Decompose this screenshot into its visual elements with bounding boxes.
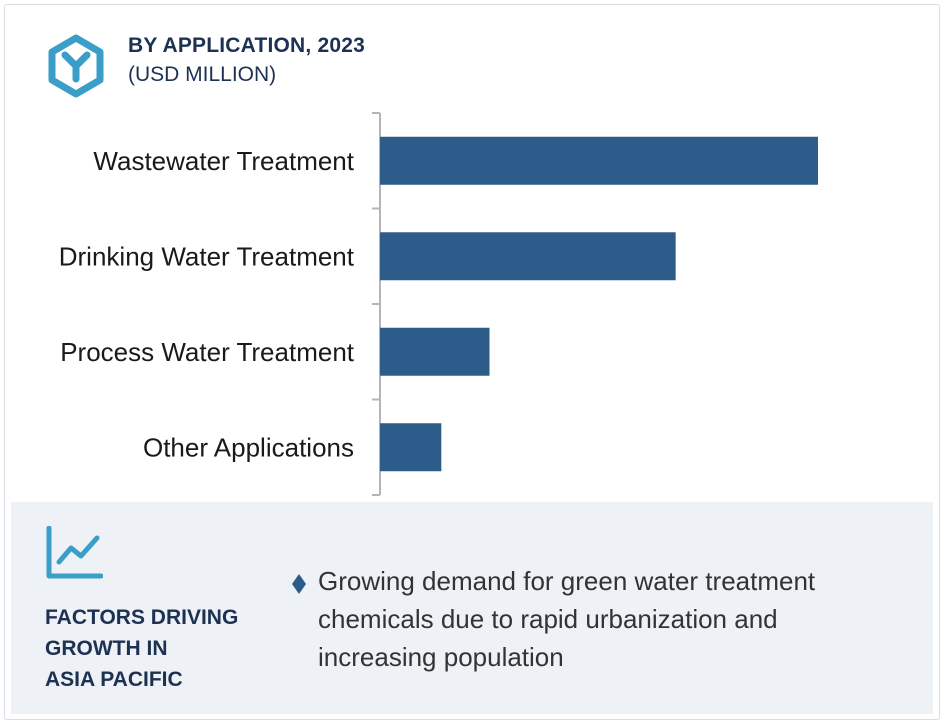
category-label-1: Drinking Water Treatment	[59, 241, 355, 271]
bar-2	[380, 327, 490, 376]
bar-chart: Wastewater Treatment Drinking Water Treat…	[59, 112, 818, 496]
chart-title: BY APPLICATION, 2023	[128, 34, 366, 57]
category-label-0: Wastewater Treatment	[93, 146, 354, 176]
factors-title-line-2: GROWTH IN	[45, 637, 168, 660]
category-label-3: Other Applications	[143, 432, 354, 462]
line-chart-trend-icon	[46, 526, 103, 579]
hexagon-y-logo-icon	[48, 34, 104, 98]
factors-title: FACTORS DRIVING GROWTH IN ASIA PACIFIC	[45, 602, 285, 695]
factors-title-line-1: FACTORS DRIVING	[45, 606, 239, 629]
diamond-bullet-icon	[292, 574, 306, 594]
bar-0	[380, 136, 818, 185]
factor-point: Growing demand for green water treatment…	[318, 566, 816, 672]
bar-1	[380, 232, 676, 281]
chart-subtitle: (USD MILLION)	[128, 63, 277, 86]
factors-title-line-3: ASIA PACIFIC	[45, 668, 183, 691]
bar-3	[380, 423, 442, 472]
infographic-card: BY APPLICATION, 2023 (USD MILLION) Waste…	[4, 4, 940, 720]
factors-panel: FACTORS DRIVING GROWTH IN ASIA PACIFIC G…	[11, 502, 933, 714]
category-label-2: Process Water Treatment	[60, 337, 355, 367]
